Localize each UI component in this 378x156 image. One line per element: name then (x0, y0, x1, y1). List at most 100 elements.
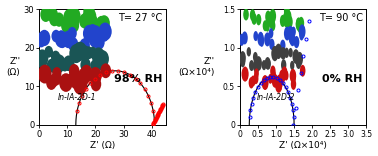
Circle shape (91, 70, 101, 84)
Circle shape (265, 11, 271, 23)
Circle shape (88, 31, 99, 46)
Circle shape (38, 65, 52, 83)
Circle shape (265, 58, 271, 70)
Circle shape (89, 32, 101, 48)
Circle shape (256, 14, 261, 25)
Circle shape (271, 71, 276, 81)
Circle shape (96, 56, 107, 71)
Circle shape (268, 74, 273, 84)
Circle shape (61, 19, 71, 33)
Text: In-IA-2D-2: In-IA-2D-2 (257, 93, 295, 102)
Circle shape (79, 46, 91, 61)
Circle shape (268, 14, 275, 28)
Circle shape (69, 19, 79, 32)
Circle shape (276, 75, 282, 88)
Circle shape (269, 39, 274, 50)
Circle shape (239, 34, 245, 46)
Text: T= 90 °C: T= 90 °C (319, 12, 363, 22)
Circle shape (265, 22, 270, 32)
Circle shape (276, 77, 282, 92)
Circle shape (66, 12, 79, 30)
Circle shape (96, 17, 107, 32)
Circle shape (64, 21, 73, 33)
Circle shape (243, 9, 249, 20)
Circle shape (73, 42, 87, 61)
Circle shape (289, 30, 294, 40)
Circle shape (84, 69, 93, 82)
Circle shape (242, 66, 249, 82)
Circle shape (262, 60, 266, 70)
Circle shape (264, 32, 271, 46)
Circle shape (253, 73, 259, 84)
Circle shape (51, 51, 60, 63)
Circle shape (98, 15, 110, 31)
Circle shape (254, 68, 259, 78)
Circle shape (52, 67, 62, 80)
Circle shape (79, 38, 90, 53)
Y-axis label: Z''
(Ω×10⁴): Z'' (Ω×10⁴) (178, 57, 215, 77)
Circle shape (81, 65, 92, 81)
Circle shape (265, 57, 271, 70)
Circle shape (58, 35, 67, 48)
Circle shape (54, 12, 64, 27)
Circle shape (75, 73, 87, 90)
Y-axis label: Z''
(Ω): Z'' (Ω) (6, 57, 20, 77)
Circle shape (90, 60, 99, 71)
Circle shape (269, 28, 273, 38)
Circle shape (79, 13, 90, 29)
Circle shape (60, 59, 70, 71)
Circle shape (73, 76, 87, 95)
Circle shape (69, 44, 83, 63)
Circle shape (291, 27, 296, 37)
Circle shape (299, 24, 305, 39)
Circle shape (89, 29, 99, 41)
Circle shape (99, 22, 112, 41)
Circle shape (275, 44, 282, 59)
Circle shape (83, 25, 96, 42)
Circle shape (91, 77, 101, 91)
Circle shape (94, 34, 105, 50)
Circle shape (259, 37, 264, 47)
Circle shape (36, 49, 48, 66)
Circle shape (283, 12, 289, 25)
Circle shape (242, 31, 248, 44)
Circle shape (290, 27, 294, 36)
Circle shape (46, 76, 57, 90)
Circle shape (83, 3, 95, 19)
Circle shape (46, 59, 57, 72)
Circle shape (52, 54, 66, 73)
Circle shape (45, 46, 53, 58)
Circle shape (271, 46, 279, 61)
Circle shape (62, 31, 75, 48)
Circle shape (78, 68, 90, 85)
Circle shape (262, 75, 269, 90)
X-axis label: Z' (Ω×10⁴): Z' (Ω×10⁴) (279, 141, 327, 150)
Circle shape (100, 63, 111, 78)
Circle shape (90, 26, 98, 38)
Circle shape (257, 32, 264, 46)
Circle shape (68, 37, 78, 51)
Circle shape (291, 78, 296, 90)
Circle shape (280, 40, 285, 51)
Circle shape (300, 65, 305, 77)
Circle shape (290, 61, 294, 70)
Circle shape (279, 69, 285, 83)
Circle shape (280, 47, 286, 60)
Circle shape (270, 20, 276, 31)
Circle shape (84, 46, 93, 59)
Circle shape (82, 10, 94, 27)
Circle shape (284, 5, 290, 18)
Circle shape (51, 30, 60, 42)
Circle shape (258, 32, 263, 42)
Circle shape (296, 52, 303, 66)
Circle shape (270, 9, 276, 23)
Circle shape (299, 31, 304, 41)
Circle shape (74, 75, 87, 94)
Circle shape (64, 9, 75, 25)
Circle shape (251, 13, 257, 25)
Circle shape (250, 9, 256, 21)
Circle shape (284, 27, 290, 41)
Circle shape (251, 76, 256, 86)
Circle shape (96, 50, 109, 68)
Circle shape (240, 56, 245, 67)
